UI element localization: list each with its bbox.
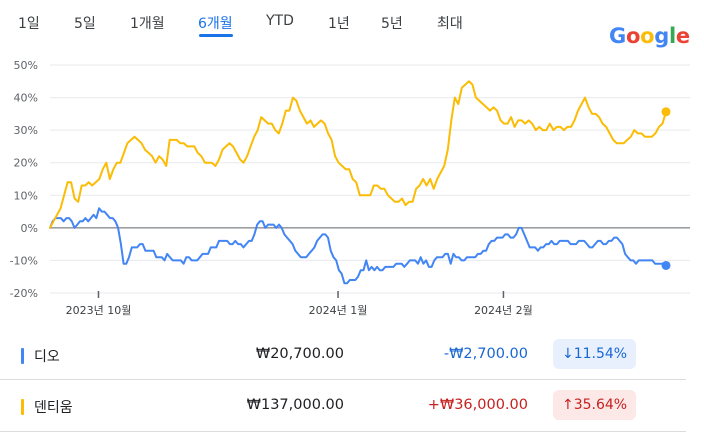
stock-name: 덴티움 <box>34 400 73 416</box>
comparison-line-chart: 50% 40% 30% 20% 10% 0% -10% -20% 2023년 10월 2024년… <box>10 59 690 317</box>
logo-letter: g <box>654 24 669 48</box>
active-tab-underline <box>199 34 233 37</box>
x-tick-label: 2024년 1월 <box>309 304 368 317</box>
logo-letter: G <box>609 24 626 48</box>
tab-6m[interactable]: 6개월 <box>198 16 233 32</box>
stock-change: +₩36,000.00 <box>427 397 528 413</box>
percent-change-badge: ↓11.54% <box>553 339 637 369</box>
tab-1m[interactable]: 1개월 <box>130 16 165 32</box>
range-tabs: 1일 5일 1개월 6개월 YTD 1년 5년 최대 <box>0 0 704 40</box>
y-axis-labels: 50% 40% 30% 20% 10% 0% -10% -20% <box>10 59 38 300</box>
stock-row-dio[interactable]: 디오 ₩20,700.00 -₩2,700.00 ↓11.54% <box>0 334 704 380</box>
y-tick-label: -10% <box>10 254 38 267</box>
series-end-markers <box>661 107 671 270</box>
series-color-swatch <box>21 348 24 364</box>
tab-5d[interactable]: 5일 <box>74 16 96 32</box>
tab-max[interactable]: 최대 <box>437 16 463 32</box>
tab-1y[interactable]: 1년 <box>328 16 350 32</box>
y-tick-label: 40% <box>14 92 38 105</box>
y-tick-label: 50% <box>14 59 38 72</box>
stock-change: -₩2,700.00 <box>443 346 528 362</box>
row-divider <box>0 431 686 432</box>
series-end-dot-dentium <box>661 107 671 117</box>
y-tick-label: 10% <box>14 189 38 202</box>
row-divider <box>0 379 686 380</box>
x-tick-label: 2024년 2월 <box>474 304 533 317</box>
stock-name: 디오 <box>34 349 60 365</box>
stock-price: ₩20,700.00 <box>255 346 344 362</box>
y-tick-label: 20% <box>14 157 38 170</box>
tab-1d[interactable]: 1일 <box>18 16 40 32</box>
y-tick-label: 30% <box>14 124 38 137</box>
gridlines <box>50 64 690 294</box>
stock-row-dentium[interactable]: 덴티움 ₩137,000.00 +₩36,000.00 ↑35.64% <box>0 385 704 431</box>
series-end-dot-dio <box>661 260 671 270</box>
stock-price: ₩137,000.00 <box>246 397 344 413</box>
series-color-swatch <box>21 399 24 415</box>
y-tick-label: 0% <box>21 222 38 235</box>
y-tick-label: -20% <box>10 287 38 300</box>
percent-change-badge: ↑35.64% <box>553 390 637 420</box>
logo-letter: o <box>640 24 655 48</box>
x-tick-label: 2023년 10월 <box>66 304 132 317</box>
tab-5y[interactable]: 5년 <box>381 16 403 32</box>
logo-letter: o <box>625 24 641 48</box>
logo-letter: e <box>675 24 690 48</box>
x-axis: 2023년 10월 2024년 1월 2024년 2월 <box>66 291 533 317</box>
logo-letter: l <box>668 24 676 48</box>
series-line-dio <box>49 207 667 285</box>
google-logo: Google <box>609 24 690 48</box>
tab-ytd[interactable]: YTD <box>266 13 294 29</box>
series-lines <box>49 80 667 285</box>
series-line-dentium <box>49 80 667 229</box>
